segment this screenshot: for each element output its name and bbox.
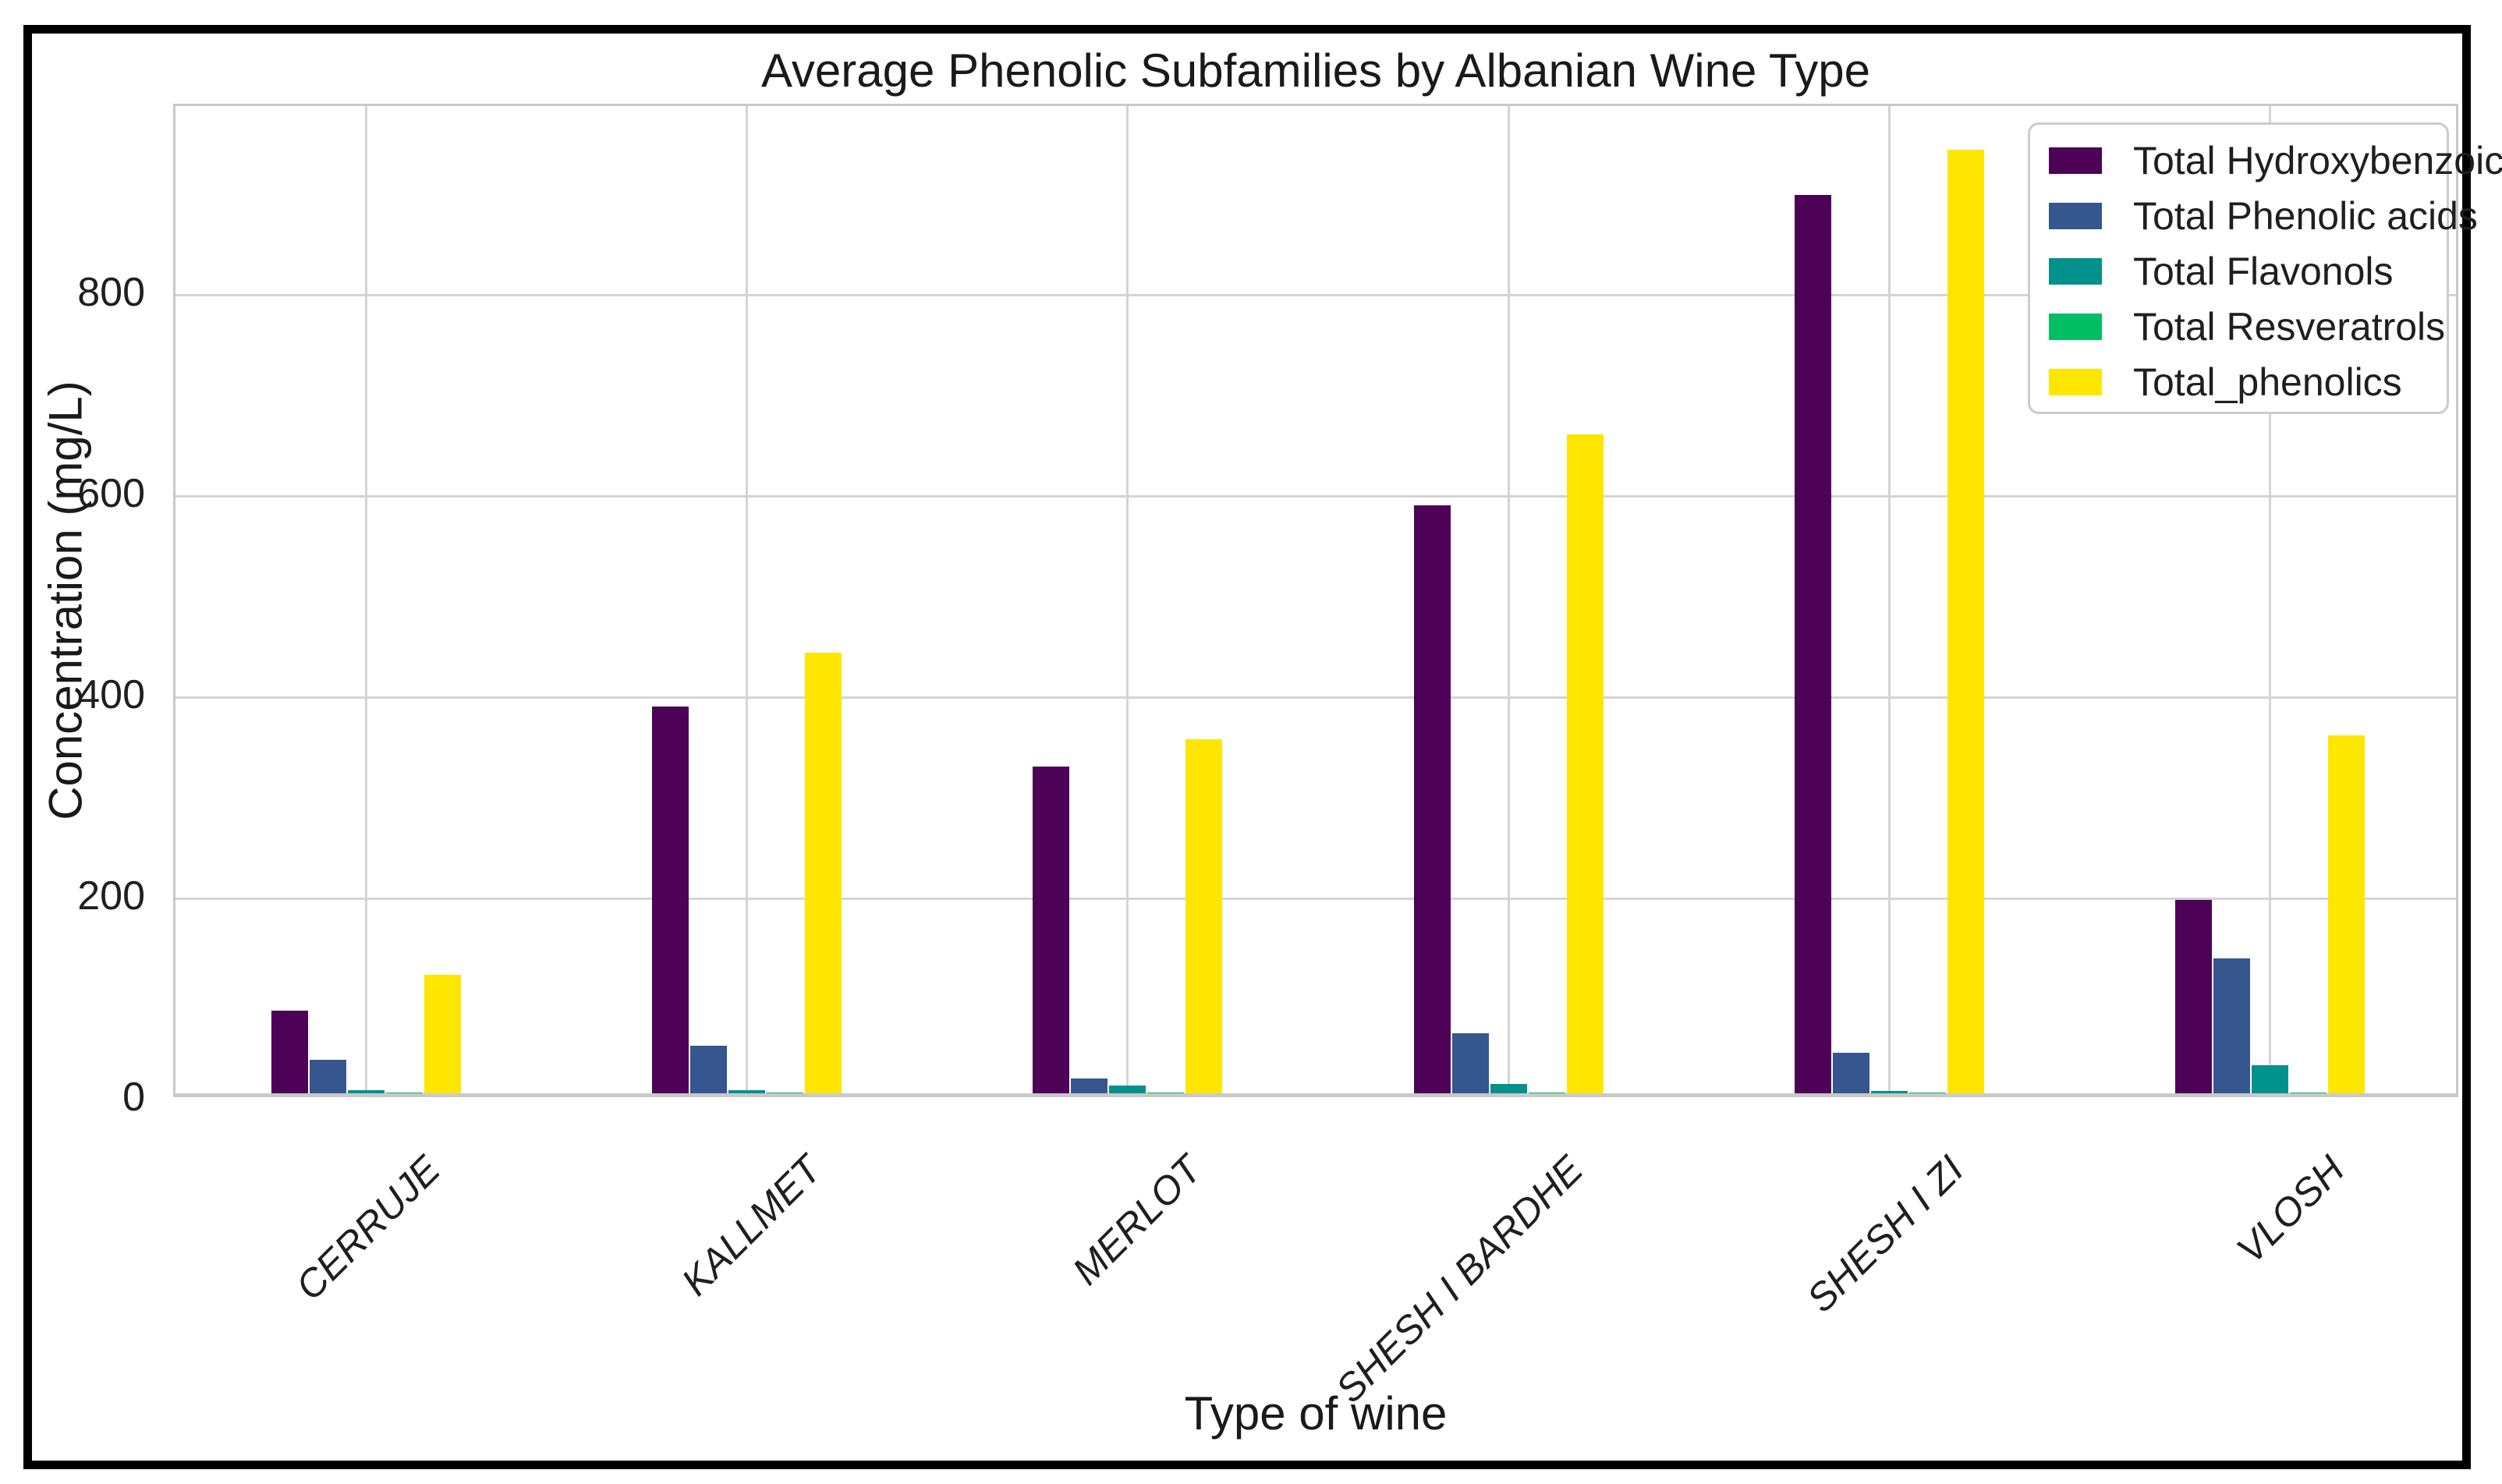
- bar-cerruje-total-phenolics: [423, 975, 461, 1093]
- gridline-h: [175, 494, 2456, 498]
- gridline-h: [175, 293, 2456, 296]
- legend-item: Total Resveratrols: [2030, 299, 2447, 354]
- legend-item: Total Phenolic acids: [2030, 188, 2478, 243]
- bar-shesh-i-bardhe-total-phenolics: [1566, 434, 1604, 1093]
- gridline-h: [175, 897, 2456, 900]
- bar-kallmet-total-hydroxybenzoic: [652, 707, 689, 1093]
- legend-swatch-icon: [2049, 368, 2102, 395]
- bar-cerruje-total-phenolic-acids: [309, 1060, 346, 1093]
- legend-label: Total Resveratrols: [2133, 304, 2446, 349]
- bar-kallmet-total-flavonols: [728, 1090, 765, 1093]
- legend-swatch-icon: [2049, 313, 2102, 340]
- bar-shesh-i-bardhe-total-hydroxybenzoic: [1413, 505, 1451, 1093]
- bar-cerruje-total-hydroxybenzoic: [271, 1011, 308, 1093]
- bar-shesh-i-zi-total-phenolics: [1947, 150, 1984, 1093]
- bar-shesh-i-zi-total-hydroxybenzoic: [1795, 195, 1831, 1093]
- y-tick-label: 800: [77, 270, 145, 316]
- bar-vlosh-total-phenolics: [2328, 735, 2366, 1093]
- gridline-v: [364, 106, 367, 1093]
- legend-swatch-icon: [2049, 147, 2102, 174]
- bar-merlot-total-phenolic-acids: [1071, 1078, 1108, 1093]
- bar-vlosh-total-flavonols: [2252, 1065, 2289, 1093]
- bar-shesh-i-zi-total-phenolic-acids: [1833, 1053, 1869, 1093]
- gridline-v: [746, 106, 748, 1093]
- y-tick-label: 0: [122, 1075, 145, 1120]
- gridline-h: [175, 696, 2456, 699]
- y-tick-label: 600: [77, 471, 145, 517]
- y-axis-label: Concentration (mg/L): [39, 381, 92, 820]
- bar-shesh-i-zi-total-flavonols: [1871, 1091, 1908, 1093]
- gridline-v: [1888, 106, 1891, 1093]
- x-axis-label: Type of wine: [1184, 1387, 1448, 1440]
- y-tick-label: 400: [77, 672, 145, 718]
- gridline-v: [1507, 106, 1510, 1093]
- legend-item: Total Hydroxybenzoic: [2030, 133, 2502, 188]
- bar-shesh-i-bardhe-total-phenolic-acids: [1451, 1033, 1489, 1093]
- bar-vlosh-total-hydroxybenzoic: [2175, 900, 2213, 1093]
- y-tick-label: 200: [77, 873, 145, 919]
- legend-swatch-icon: [2049, 202, 2102, 229]
- legend-item: Total Flavonols: [2030, 243, 2447, 299]
- chart-title: Average Phenolic Subfamilies by Albanian…: [761, 44, 1870, 97]
- bar-kallmet-total-phenolic-acids: [690, 1046, 727, 1093]
- legend-label: Total Flavonols: [2133, 249, 2394, 293]
- legend-label: Total Phenolic acids: [2133, 193, 2478, 238]
- legend-label: Total Hydroxybenzoic: [2133, 138, 2502, 182]
- legend-item: Total_phenolics: [2030, 354, 2447, 409]
- legend-swatch-icon: [2049, 257, 2102, 285]
- bar-vlosh-total-phenolic-acids: [2213, 958, 2251, 1093]
- gridline-v: [2269, 106, 2272, 1093]
- legend: Total Hydroxybenzoic Total Phenolic acids…: [2028, 122, 2502, 414]
- legend-label: Total_phenolics: [2133, 359, 2402, 404]
- bar-shesh-i-bardhe-total-flavonols: [1490, 1084, 1527, 1093]
- bar-kallmet-total-phenolics: [805, 653, 842, 1093]
- bar-merlot-total-hydroxybenzoic: [1033, 767, 1070, 1093]
- bar-merlot-total-flavonols: [1109, 1086, 1146, 1093]
- bar-merlot-total-phenolics: [1185, 739, 1223, 1093]
- bar-cerruje-total-flavonols: [347, 1090, 385, 1093]
- gridline-v: [1126, 106, 1129, 1093]
